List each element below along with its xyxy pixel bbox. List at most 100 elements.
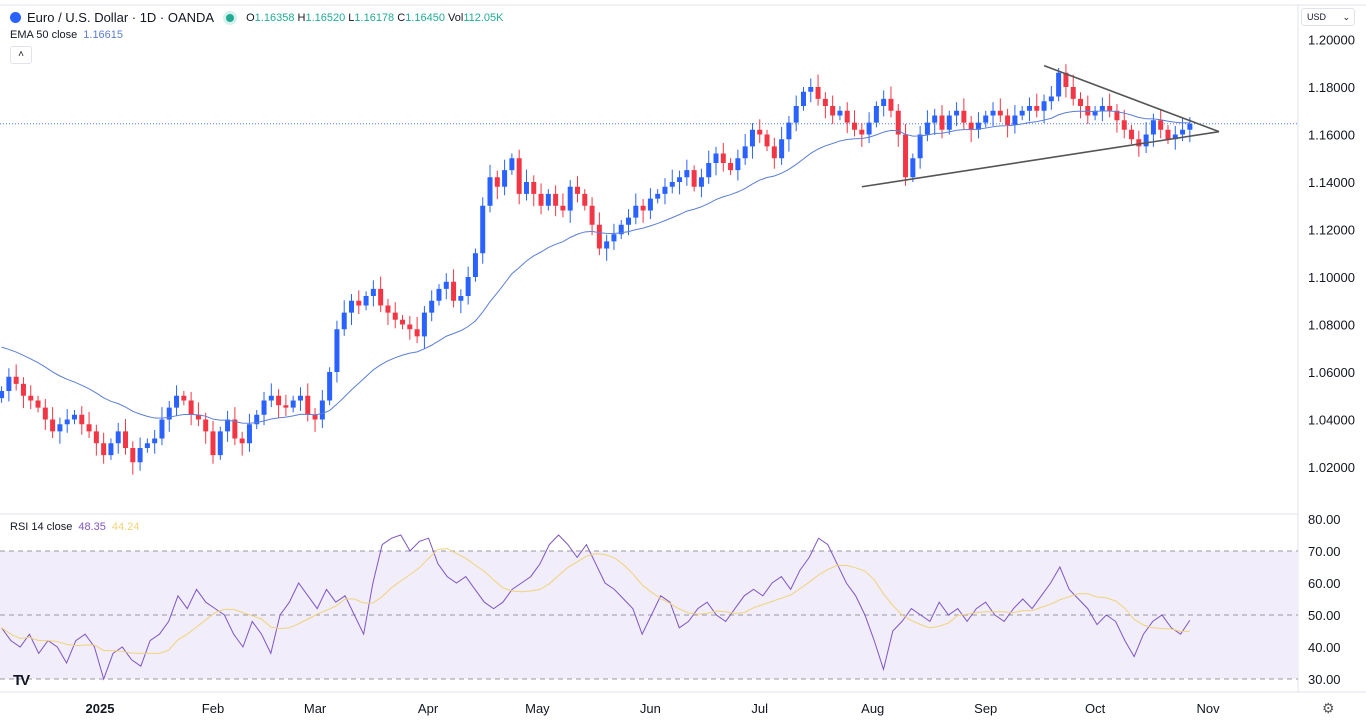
candle-body <box>181 395 187 401</box>
low-label: L <box>348 11 355 24</box>
candle-body <box>757 129 763 135</box>
candle-body <box>276 395 282 406</box>
candle-body <box>997 110 1003 116</box>
candle-body <box>414 329 420 337</box>
candle-body <box>1005 115 1011 125</box>
candle-body <box>560 205 566 211</box>
candle-body <box>698 177 704 187</box>
candle-body <box>691 170 697 187</box>
symbol-title[interactable]: Euro / U.S. Dollar · 1D · OANDA <box>27 10 215 25</box>
candle-body <box>910 158 916 178</box>
candle-body <box>779 139 785 159</box>
candle-body <box>764 134 770 147</box>
candle-body <box>312 414 318 420</box>
close-value: 1.16450 <box>405 11 445 24</box>
candle-body <box>837 110 843 116</box>
price-tick-label: 1.08000 <box>1308 318 1355 333</box>
candle-body <box>188 400 194 415</box>
candle-body <box>917 134 923 159</box>
gear-icon[interactable]: ⚙ <box>1322 700 1335 716</box>
time-tick-label: 2025 <box>86 701 115 716</box>
candle-body <box>35 400 41 408</box>
candle-body <box>246 424 252 444</box>
candle-body <box>742 146 748 159</box>
candle-body <box>545 193 551 206</box>
time-tick-label: Apr <box>418 701 439 716</box>
candle-body <box>225 419 231 432</box>
candle-body <box>859 129 865 135</box>
time-tick-label: Oct <box>1085 701 1106 716</box>
candle-body <box>159 419 165 439</box>
rsi-signal-line <box>1 548 1190 654</box>
ema-legend[interactable]: EMA 50 close 1.16615 <box>10 29 123 41</box>
candle-body <box>538 193 544 206</box>
candle-body <box>786 122 792 140</box>
rsi-signal-value: 44.24 <box>111 521 140 533</box>
candle-body <box>472 253 478 277</box>
candle-body <box>895 110 901 135</box>
time-tick-label: Feb <box>202 701 224 716</box>
high-value: 1.16520 <box>305 11 346 24</box>
candle-body <box>356 300 362 306</box>
candle-body <box>866 122 872 135</box>
low-value: 1.16178 <box>354 11 395 24</box>
candle-body <box>771 146 777 159</box>
rsi-tick-label: 80.00 <box>1308 512 1341 527</box>
candle-body <box>137 448 143 463</box>
candle-body <box>1048 96 1054 102</box>
candle-body <box>50 419 56 432</box>
price-tick-label: 1.20000 <box>1308 33 1355 48</box>
candle-body <box>1092 110 1098 116</box>
collapse-legend-button[interactable]: ˄ <box>10 46 32 64</box>
tradingview-logo[interactable]: TV <box>13 672 30 689</box>
candle-body <box>881 98 887 106</box>
candle-body <box>830 106 836 116</box>
candle-body <box>502 170 508 187</box>
candle-body <box>888 98 894 111</box>
candle-body <box>283 405 289 408</box>
candle-body <box>975 122 981 130</box>
candle-body <box>429 300 435 313</box>
candle-body <box>152 438 158 444</box>
candle-body <box>1180 129 1186 135</box>
candle-body <box>677 177 683 182</box>
euro-flag-icon <box>10 12 21 23</box>
candle-body <box>662 186 668 194</box>
high-label: H <box>297 11 306 24</box>
candle-body <box>720 153 726 163</box>
candle-body <box>684 170 690 178</box>
candle-body <box>239 438 245 444</box>
candle-body <box>567 186 573 211</box>
candle-body <box>1114 110 1120 121</box>
candle-body <box>1034 106 1040 111</box>
chevron-down-icon: ⌄ <box>1342 12 1350 22</box>
candle-body <box>6 376 12 391</box>
rsi-legend[interactable]: RSI 14 close 48.35 44.24 <box>10 521 139 533</box>
candle-body <box>1056 72 1062 97</box>
candle-body <box>582 193 588 206</box>
candle-body <box>487 177 493 206</box>
candle-body <box>1070 87 1076 99</box>
candle-body <box>443 281 449 289</box>
candle-body <box>822 98 828 106</box>
time-tick-label: Nov <box>1197 701 1221 716</box>
candle-body <box>633 205 639 218</box>
time-tick-label: Aug <box>861 701 884 716</box>
candle-body <box>130 448 136 463</box>
candle-body <box>144 443 150 448</box>
candle-body <box>815 87 821 99</box>
candle-body <box>713 153 719 163</box>
candle-body <box>480 205 486 254</box>
symbol-legend: Euro / U.S. Dollar · 1D · OANDA O1.16358… <box>10 10 503 25</box>
candle-body <box>210 431 216 456</box>
candle-body <box>1078 98 1084 106</box>
candle-body <box>626 217 632 225</box>
candle-body <box>939 115 945 130</box>
candle-body <box>611 234 617 242</box>
candle-body <box>1143 134 1149 147</box>
candle-body <box>961 110 967 123</box>
rsi-tick-label: 70.00 <box>1308 544 1341 559</box>
currency-selector[interactable]: USD ⌄ <box>1301 8 1355 26</box>
candle-body <box>706 163 712 178</box>
